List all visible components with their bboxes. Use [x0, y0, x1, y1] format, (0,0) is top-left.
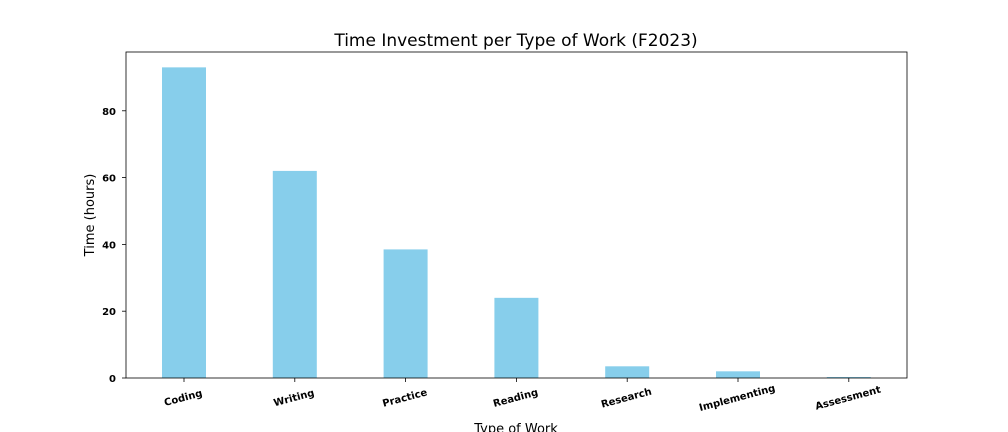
x-tick-label: Assessment [814, 384, 882, 412]
x-tick-label: Coding [163, 388, 204, 409]
y-tick-label: 20 [102, 307, 116, 318]
bar-writing [272, 170, 317, 378]
y-tick-label: 60 [102, 174, 116, 185]
plot-frame [125, 51, 908, 379]
y-tick-label: 0 [109, 374, 116, 385]
x-tick-label: Implementing [698, 383, 777, 414]
x-tick-label: Research [600, 387, 653, 411]
x-tick-label: Writing [273, 388, 316, 409]
x-axis: Coding Writing Practice Reading Research Impl… [163, 378, 882, 414]
bar-practice [383, 249, 428, 378]
bar-implementing [716, 371, 760, 378]
bar-assessment [826, 376, 871, 378]
bar-coding [162, 67, 206, 379]
y-tick-label: 80 [102, 107, 116, 118]
y-axis-label: Time (hours) [83, 174, 98, 258]
bar-research [605, 366, 650, 378]
x-tick-label: Practice [381, 387, 428, 410]
bar-reading [494, 297, 539, 378]
y-axis: 0 20 40 60 80 [102, 107, 126, 385]
chart-title: Time Investment per Type of Work (F2023) [333, 31, 697, 51]
bars-group [162, 67, 871, 379]
y-tick-label: 40 [102, 240, 116, 251]
x-tick-label: Reading [492, 387, 539, 410]
x-axis-label: Type of Work [473, 422, 558, 432]
